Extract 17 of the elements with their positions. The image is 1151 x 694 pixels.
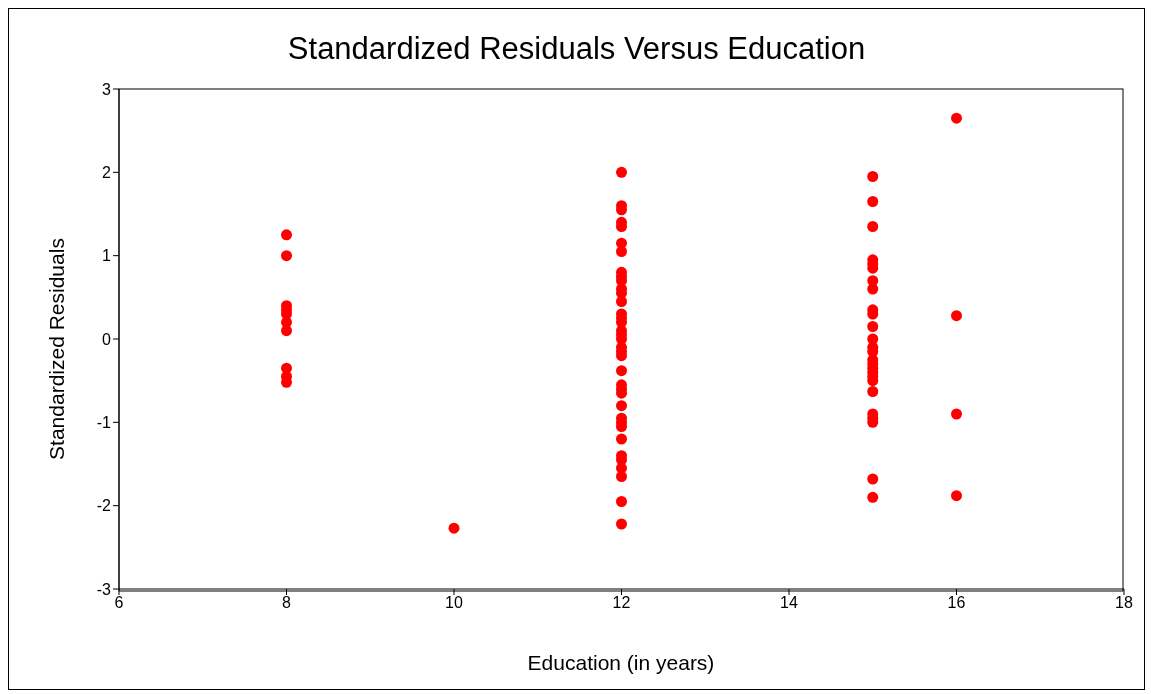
y-tick-label: 3 [102,80,112,98]
x-tick-label: 10 [445,594,463,612]
x-tick-label: 14 [780,594,798,612]
y-tick-label: -2 [96,497,112,515]
y-tick-label: 0 [102,330,112,348]
x-tick-label: 12 [612,594,631,612]
x-tick-label: 16 [947,594,966,612]
x-tick-label: 18 [1115,594,1133,612]
y-tick-label: -1 [96,414,112,432]
y-axis-title: Standardized Residuals [45,238,69,460]
y-tick-label: -3 [96,580,112,598]
x-axis-title: Education (in years) [526,651,716,675]
chart-title: Standardized Residuals Versus Education [286,31,867,67]
y-tick-label: 2 [102,164,112,182]
x-tick-label: 8 [282,594,292,612]
x-tick-label: 6 [114,594,124,612]
y-tick-label: 1 [102,247,112,265]
